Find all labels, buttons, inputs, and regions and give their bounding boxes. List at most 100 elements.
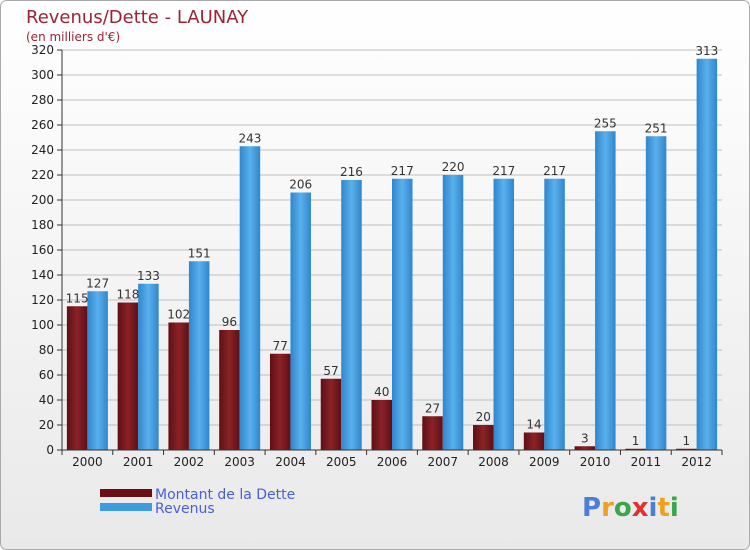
x-tick-label: 2001 [123,455,154,469]
logo-letter: i [649,493,658,523]
debt-bar [371,400,392,450]
y-tick-label: 40 [39,393,54,407]
y-tick-label: 0 [46,443,54,457]
y-tick-label: 260 [31,118,54,132]
logo-letter: r [601,493,614,523]
debt-bar-label: 57 [323,364,338,378]
x-tick-label: 2005 [326,455,357,469]
revenue-bar-label: 127 [86,276,109,290]
x-axis-ticks: 2000 2001 2002 2003 2004 2005 2006 2007 2008 2009… [61,450,723,469]
debt-bar [422,416,443,450]
y-tick-label: 80 [39,343,54,357]
revenue-bar-label: 243 [238,131,261,145]
revenue-bar [138,283,159,450]
x-tick-label: 2004 [275,455,306,469]
proxiti-logo: Proxiti [582,493,679,523]
x-tick-label: 2012 [681,455,712,469]
x-tick-label: 2007 [427,455,458,469]
revenue-bar-label: 251 [645,121,668,135]
x-tick-label: 2008 [478,455,509,469]
debt-bar [168,322,189,450]
y-tick-label: 160 [31,243,54,257]
revenue-bar-label: 255 [594,116,617,130]
logo-letter: i [670,493,679,523]
x-tick-label: 2000 [72,455,103,469]
revenue-bar [595,131,616,450]
revenue-bar [87,291,108,450]
revenue-bar [493,178,515,450]
legend-swatch-revenue [100,503,152,511]
x-tick-label: 2006 [377,455,408,469]
debt-bar [625,448,646,450]
revenue-bar-label: 133 [137,269,160,283]
logo-letter: P [582,493,601,523]
revenue-bar-label: 217 [391,164,414,178]
x-tick-label: 2011 [631,455,662,469]
debt-bar-label: 115 [66,291,89,305]
revenue-bar-label: 217 [543,164,566,178]
revenue-bar-label: 216 [340,165,363,179]
y-tick-label: 240 [31,143,54,157]
logo-letter: x [632,493,649,523]
debt-bar-label: 3 [581,431,589,445]
revenue-bar [696,58,718,450]
y-tick-label: 20 [39,418,54,432]
logo-letter: o [614,493,632,523]
y-tick-label: 220 [31,168,54,182]
y-tick-label: 200 [31,193,54,207]
debt-bar-label: 96 [222,315,237,329]
debt-bar [320,378,342,450]
chart-title: Revenus/Dette - LAUNAY [26,7,249,28]
debt-bar-label: 118 [116,288,139,302]
debt-bar-label: 102 [167,308,190,322]
y-tick-label: 120 [31,293,54,307]
revenue-bar [239,146,261,450]
revenue-bar-label: 313 [695,44,718,58]
debt-bar [676,448,697,450]
revenue-bar [290,192,311,450]
chart-subtitle: (en milliers d'€) [26,30,120,44]
y-tick-label: 280 [31,93,54,107]
debt-bar [574,446,596,450]
y-tick-label: 180 [31,218,54,232]
legend-label-debt: Montant de la Dette [155,487,295,503]
x-tick-label: 2002 [174,455,205,469]
revenue-bar [188,261,210,450]
legend: Montant de la Dette Revenus [100,487,295,517]
debt-bar-label: 77 [273,339,288,353]
y-tick-label: 320 [31,43,54,57]
debt-bar-label: 20 [476,410,491,424]
legend-swatch-debt [100,489,152,497]
debt-bar-label: 40 [374,385,389,399]
debt-bar [117,302,139,450]
y-tick-label: 300 [31,68,54,82]
debt-bar [269,353,291,450]
revenue-bar-label: 220 [442,160,465,174]
debt-bar [523,432,545,450]
x-tick-label: 2003 [224,455,255,469]
revenue-bar [442,175,464,450]
debt-bar-label: 27 [425,401,440,415]
revenue-bar-label: 206 [289,178,312,192]
bars [66,58,718,450]
debt-bar [473,425,494,450]
revenue-bar [645,136,667,450]
legend-label-revenue: Revenus [155,501,215,517]
revenue-bar [341,180,362,450]
x-tick-label: 2010 [580,455,611,469]
revenue-bar [392,178,413,450]
y-tick-label: 60 [39,368,54,382]
x-tick-label: 2009 [529,455,560,469]
revenue-bar [544,178,565,450]
debt-bar-label: 1 [632,434,640,448]
y-tick-label: 140 [31,268,54,282]
debt-bar-label: 1 [683,434,691,448]
y-tick-label: 100 [31,318,54,332]
debt-bar [219,330,240,450]
y-axis-ticks: 0 20 40 60 80 100 120 140 160 180 200 220 240 260 280 3… [31,43,62,457]
revenue-bar-label: 217 [492,164,515,178]
debt-bar-label: 14 [526,418,541,432]
